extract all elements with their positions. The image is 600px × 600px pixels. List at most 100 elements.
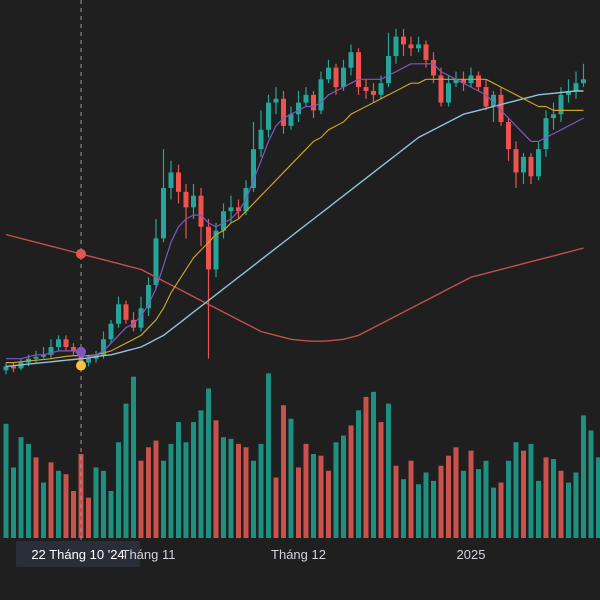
- volume-bar: [461, 470, 466, 538]
- candle-body: [378, 83, 384, 95]
- volume-bar: [326, 470, 331, 538]
- volume-bar: [386, 403, 391, 538]
- volume-bar: [371, 391, 376, 538]
- candle-body: [251, 149, 256, 188]
- volume-bar: [543, 457, 549, 538]
- volume-bar: [506, 460, 511, 538]
- volume-bar: [581, 415, 586, 538]
- volume-bar: [536, 480, 541, 538]
- volume-bar: [468, 450, 474, 538]
- volume-bar: [273, 477, 279, 538]
- volume-bar: [206, 388, 211, 538]
- volume-bar: [341, 435, 346, 538]
- candle-body: [56, 339, 61, 348]
- candle-body: [363, 87, 369, 91]
- candle-body: [198, 195, 204, 227]
- ma-blue-line: [5, 90, 584, 368]
- volume-bar: [491, 487, 496, 538]
- candle-body: [48, 347, 54, 355]
- volume-bar: [123, 403, 129, 538]
- candle-body: [303, 94, 309, 103]
- volume-bar: [18, 437, 24, 538]
- volume-bar: [48, 462, 54, 538]
- candle-body: [566, 90, 571, 95]
- crosshair-marker-purple: [76, 346, 86, 357]
- candle-body: [498, 94, 504, 122]
- ma-orange-line: [6, 78, 584, 364]
- volume-bar: [431, 480, 436, 538]
- volume-bar: [221, 437, 226, 538]
- candle-body: [228, 207, 234, 212]
- candle-body: [326, 67, 331, 80]
- volume-bar: [56, 470, 61, 538]
- volume-bar: [138, 460, 144, 538]
- volume-bar: [438, 465, 444, 538]
- volume-bar: [33, 457, 39, 538]
- candle-body: [536, 149, 541, 177]
- volume-bar: [528, 443, 534, 538]
- candle-body: [101, 339, 106, 355]
- candle-body: [221, 211, 226, 231]
- candle-body: [183, 191, 189, 208]
- candle-body: [401, 36, 406, 45]
- volume-bar: [251, 460, 256, 538]
- candle-body: [341, 67, 346, 88]
- volume-bar: [558, 470, 564, 538]
- volume-bar: [161, 460, 166, 538]
- volume-bar: [476, 469, 481, 538]
- volume-bar: [131, 376, 136, 538]
- volume-bar: [408, 460, 414, 538]
- candle-body: [11, 366, 16, 369]
- volume-bar: [93, 467, 99, 538]
- candle-body: [558, 94, 564, 115]
- volume-bar: [63, 474, 69, 538]
- candle-body: [123, 304, 129, 320]
- candle-body: [333, 67, 339, 88]
- candle-body: [146, 284, 151, 309]
- candle-body: [446, 83, 451, 103]
- volume-bar: [348, 425, 354, 538]
- candle-body: [491, 94, 496, 107]
- candle-body: [273, 98, 279, 103]
- volume-bar: [573, 472, 579, 538]
- candle-body: [116, 304, 121, 324]
- candle-body: [63, 339, 69, 348]
- candle-body: [551, 114, 556, 119]
- candle-body: [386, 56, 391, 84]
- volume-bar: [108, 490, 114, 538]
- volume-bar: [333, 442, 339, 538]
- crosshair-layer: 22 Tháng 10 '24: [16, 0, 140, 567]
- candle-body: [206, 226, 211, 270]
- volume-bar: [363, 396, 369, 538]
- volume-bar: [498, 482, 504, 538]
- candle-body: [296, 102, 301, 115]
- candle-body: [266, 102, 271, 130]
- candle-body: [71, 347, 76, 351]
- x-tick-label: 2025: [457, 547, 486, 562]
- candle-body: [348, 52, 354, 68]
- candle-body: [281, 98, 286, 126]
- crosshair-marker-red: [76, 248, 86, 259]
- volume-bar: [288, 418, 294, 538]
- volume-bar: [281, 405, 286, 538]
- volume-bar: [71, 490, 76, 538]
- volume-bar: [236, 443, 241, 538]
- candle-body: [476, 75, 481, 88]
- candle-body: [86, 358, 91, 363]
- volume-bar: [446, 455, 451, 538]
- candle-body: [33, 356, 39, 359]
- volume-bar: [168, 443, 174, 538]
- volume-bar: [513, 442, 519, 538]
- volume-bar: [41, 482, 46, 538]
- candle-body: [506, 122, 511, 150]
- candle-body: [108, 323, 114, 340]
- volume-bar: [303, 443, 309, 538]
- candle-body: [153, 238, 159, 285]
- candle-body: [236, 207, 241, 212]
- volume-bar: [393, 465, 399, 538]
- candle-body: [573, 83, 579, 91]
- volume-bar: [116, 442, 121, 538]
- volume-bar: [191, 422, 196, 538]
